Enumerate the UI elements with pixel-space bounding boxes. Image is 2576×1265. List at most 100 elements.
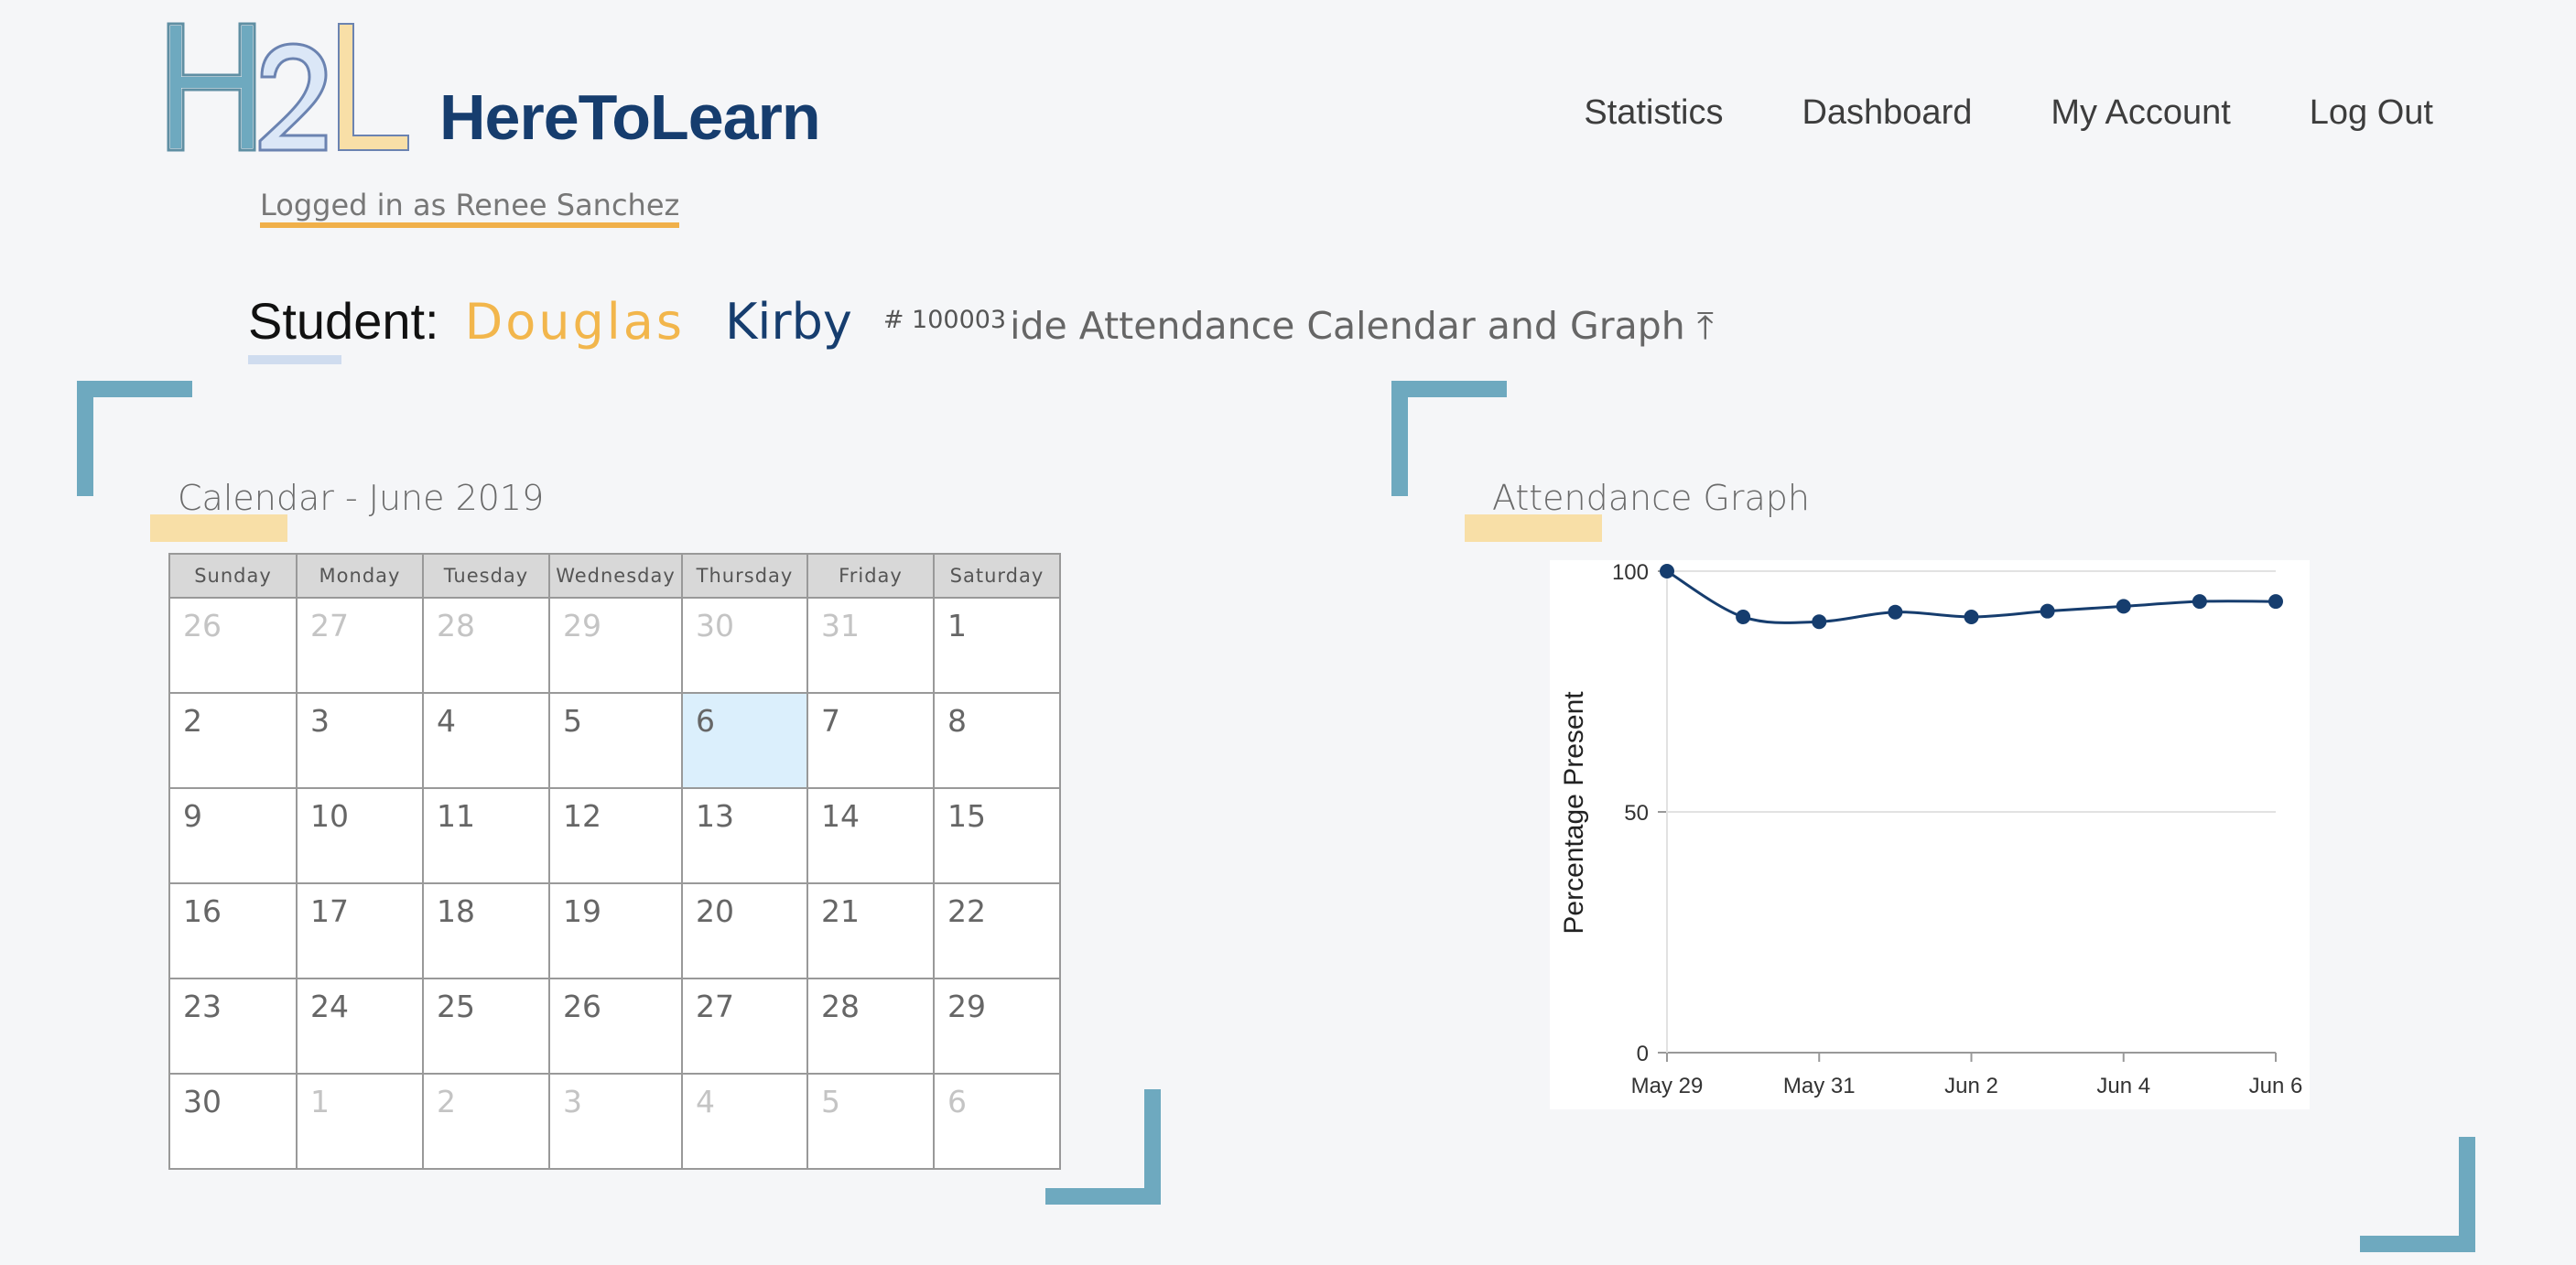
calendar-day[interactable]: 18 — [422, 882, 550, 979]
calendar-week-row: 9 10 11 12 13 14 15 — [168, 787, 1061, 884]
calendar-day[interactable]: 19 — [548, 882, 683, 979]
calendar-day[interactable]: 3 — [296, 692, 424, 789]
calendar-day-other-month[interactable]: 26 — [168, 597, 298, 694]
calendar-day[interactable]: 15 — [933, 787, 1061, 884]
data-point[interactable] — [1736, 609, 1751, 624]
student-last-name: Kirby — [724, 293, 852, 351]
calendar-day[interactable]: 2 — [168, 692, 298, 789]
nav-dashboard[interactable]: Dashboard — [1802, 93, 1973, 132]
calendar-day[interactable]: 10 — [296, 787, 424, 884]
nav-my-account[interactable]: My Account — [2051, 93, 2231, 132]
y-tick-label: 100 — [1612, 560, 1649, 585]
calendar-title: Calendar - June 2019 — [178, 478, 545, 518]
calendar-day-other-month[interactable]: 3 — [548, 1073, 683, 1170]
data-point[interactable] — [2040, 603, 2055, 619]
calendar-day[interactable]: 11 — [422, 787, 550, 884]
calendar-corner-bottom-right — [1045, 1089, 1161, 1205]
calendar-day-other-month[interactable]: 28 — [422, 597, 550, 694]
calendar-day[interactable]: 20 — [681, 882, 808, 979]
calendar-day-other-month[interactable]: 30 — [681, 597, 808, 694]
hide-attendance-toggle[interactable]: ide Attendance Calendar and Graph ⤒ — [1010, 304, 1714, 348]
calendar-week-row: 16 17 18 19 20 21 22 — [168, 882, 1061, 979]
calendar-days: 26 27 28 29 30 31 1 2 3 4 5 6 7 8 9 10 11 12 13 14 15 16 17 18 1… — [168, 597, 1061, 1170]
calendar-day[interactable]: 26 — [548, 978, 683, 1075]
calendar-day-today[interactable]: 6 — [681, 692, 808, 789]
calendar-day[interactable]: 21 — [806, 882, 935, 979]
data-point[interactable] — [2268, 594, 2283, 610]
calendar-day[interactable]: 8 — [933, 692, 1061, 789]
calendar-week-row: 23 24 25 26 27 28 29 — [168, 978, 1061, 1075]
calendar-day-other-month[interactable]: 1 — [296, 1073, 424, 1170]
data-point[interactable] — [2116, 599, 2131, 614]
graph-title: Attendance Graph — [1492, 478, 1810, 518]
calendar-day-other-month[interactable]: 27 — [296, 597, 424, 694]
y-tick-label: 50 — [1624, 801, 1649, 826]
calendar-day-other-month[interactable]: 31 — [806, 597, 935, 694]
y-tick-label: 0 — [1637, 1042, 1649, 1066]
student-underline — [248, 355, 341, 364]
student-header: Student: Douglas Kirby # 100003 ide Atte… — [248, 291, 1714, 351]
calendar-day[interactable]: 23 — [168, 978, 298, 1075]
calendar-day[interactable]: 1 — [933, 597, 1061, 694]
calendar-day[interactable]: 7 — [806, 692, 935, 789]
calendar-week-row: 26 27 28 29 30 31 1 — [168, 597, 1061, 694]
calendar-day[interactable]: 16 — [168, 882, 298, 979]
top-nav: Statistics Dashboard My Account Log Out — [1584, 93, 2433, 133]
data-point[interactable] — [1888, 604, 1903, 620]
calendar-day[interactable]: 14 — [806, 787, 935, 884]
calendar-day[interactable]: 13 — [681, 787, 808, 884]
calendar-day[interactable]: 22 — [933, 882, 1061, 979]
calendar-day[interactable]: 9 — [168, 787, 298, 884]
calendar-corner-top-left — [77, 381, 192, 496]
nav-log-out[interactable]: Log Out — [2309, 93, 2433, 132]
x-tick-label: May 31 — [1783, 1074, 1856, 1098]
calendar-day-other-month[interactable]: 6 — [933, 1073, 1061, 1170]
x-tick-label: Jun 4 — [2096, 1074, 2150, 1098]
attendance-line-chart: 0 50 100 May 29 May 31 Jun 2 Jun 4 Jun 6 Percen… — [1559, 560, 2302, 1098]
x-tick-label: May 29 — [1631, 1074, 1704, 1098]
graph-title-highlight — [1465, 514, 1602, 542]
weekday-friday: Friday — [806, 553, 935, 599]
weekday-saturday: Saturday — [933, 553, 1061, 599]
weekday-sunday: Sunday — [168, 553, 298, 599]
calendar-title-highlight — [150, 514, 287, 542]
calendar-day-other-month[interactable]: 29 — [548, 597, 683, 694]
calendar-day[interactable]: 12 — [548, 787, 683, 884]
calendar-day-other-month[interactable]: 2 — [422, 1073, 550, 1170]
student-label: Student: — [248, 292, 439, 350]
calendar-day[interactable]: 24 — [296, 978, 424, 1075]
student-id: # 100003 — [882, 306, 1007, 334]
y-axis-label: Percentage Present — [1559, 691, 1589, 935]
calendar-day[interactable]: 29 — [933, 978, 1061, 1075]
brand-name: HereToLearn — [439, 81, 821, 153]
calendar-weekday-row: Sunday Monday Tuesday Wednesday Thursday… — [168, 553, 1061, 599]
data-point[interactable] — [1660, 564, 1674, 578]
weekday-thursday: Thursday — [681, 553, 808, 599]
weekday-monday: Monday — [296, 553, 424, 599]
data-point[interactable] — [1812, 614, 1827, 630]
weekday-tuesday: Tuesday — [422, 553, 550, 599]
calendar-day-other-month[interactable]: 5 — [806, 1073, 935, 1170]
calendar-day[interactable]: 5 — [548, 692, 683, 789]
calendar-day-other-month[interactable]: 4 — [681, 1073, 808, 1170]
student-first-name: Douglas — [464, 293, 685, 351]
weekday-wednesday: Wednesday — [548, 553, 683, 599]
calendar-grid: Sunday Monday Tuesday Wednesday Thursday… — [168, 553, 1061, 1170]
calendar-day[interactable]: 28 — [806, 978, 935, 1075]
h2l-logo — [167, 22, 409, 152]
x-tick-label: Jun 2 — [1944, 1074, 1998, 1098]
logged-in-status: Logged in as Renee Sanchez — [260, 188, 680, 228]
calendar-week-row: 30 1 2 3 4 5 6 — [168, 1073, 1061, 1170]
nav-statistics[interactable]: Statistics — [1584, 93, 1724, 132]
graph-corner-top-left — [1391, 381, 1507, 496]
calendar-day[interactable]: 25 — [422, 978, 550, 1075]
calendar-day[interactable]: 30 — [168, 1073, 298, 1170]
attendance-graph-panel: 0 50 100 May 29 May 31 Jun 2 Jun 4 Jun 6 Percen… — [1550, 560, 2310, 1109]
data-point[interactable] — [1964, 609, 1979, 624]
calendar-day[interactable]: 27 — [681, 978, 808, 1075]
calendar-day[interactable]: 4 — [422, 692, 550, 789]
graph-corner-bottom-right — [2360, 1137, 2475, 1252]
data-point[interactable] — [2192, 594, 2207, 610]
calendar-day[interactable]: 17 — [296, 882, 424, 979]
